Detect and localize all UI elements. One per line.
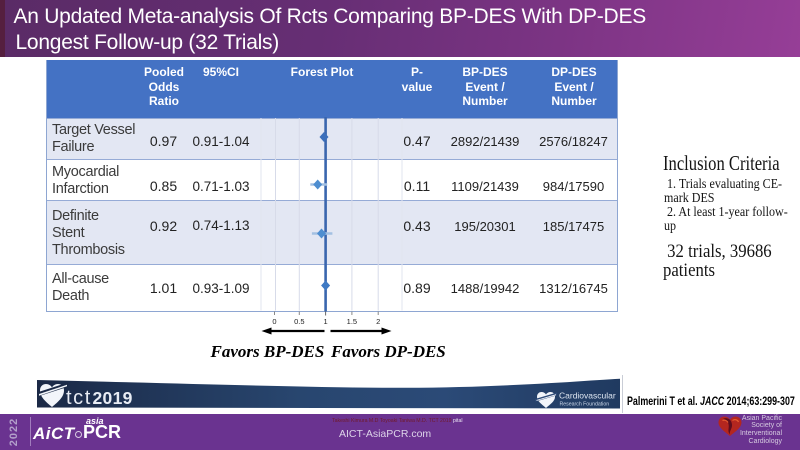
svg-text:Research Foundation: Research Foundation (560, 401, 610, 407)
svg-text:1.5: 1.5 (347, 317, 357, 326)
svg-text:0: 0 (272, 317, 276, 326)
svg-text:0.5: 0.5 (294, 317, 304, 326)
svg-text:tct: tct (66, 387, 92, 409)
svg-text:Cardiovascular: Cardiovascular (559, 390, 616, 400)
svg-text:2: 2 (376, 317, 380, 326)
svg-text:2019: 2019 (93, 388, 133, 408)
svg-text:1: 1 (324, 317, 328, 326)
